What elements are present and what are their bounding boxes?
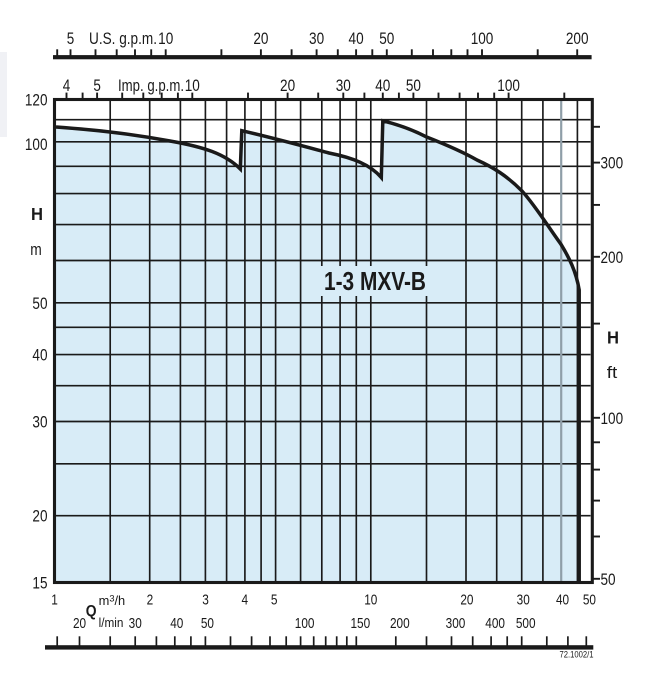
svg-text:2: 2: [147, 592, 154, 608]
svg-text:200: 200: [566, 29, 589, 48]
svg-text:10: 10: [185, 76, 200, 95]
svg-text:1-3 MXV-B: 1-3 MXV-B: [324, 268, 426, 296]
svg-text:50: 50: [406, 76, 421, 95]
svg-text:40: 40: [349, 29, 364, 48]
svg-text:40: 40: [170, 616, 183, 632]
svg-text:U.S. g.p.m.: U.S. g.p.m.: [89, 29, 157, 48]
svg-text:40: 40: [375, 76, 390, 95]
svg-text:20: 20: [73, 616, 86, 632]
svg-text:10: 10: [158, 29, 173, 48]
svg-text:4: 4: [63, 76, 71, 95]
svg-text:400: 400: [485, 616, 505, 632]
svg-text:20: 20: [280, 76, 295, 95]
svg-text:ft: ft: [607, 363, 618, 382]
svg-text:H: H: [31, 204, 43, 224]
svg-text:100: 100: [471, 29, 494, 48]
svg-text:120: 120: [25, 91, 48, 110]
svg-text:1: 1: [51, 592, 58, 608]
svg-text:50: 50: [201, 616, 214, 632]
svg-text:Imp. g.p.m.: Imp. g.p.m.: [118, 76, 184, 95]
svg-text:100: 100: [25, 135, 48, 154]
svg-text:40: 40: [32, 346, 47, 365]
svg-text:5: 5: [93, 76, 101, 95]
svg-text:15: 15: [32, 574, 47, 593]
svg-text:30: 30: [309, 29, 324, 48]
svg-text:30: 30: [32, 413, 47, 432]
svg-text:500: 500: [516, 616, 536, 632]
svg-text:30: 30: [336, 76, 351, 95]
svg-text:4: 4: [242, 592, 249, 608]
svg-text:50: 50: [32, 294, 47, 313]
svg-text:100: 100: [295, 616, 315, 632]
svg-text:72.1002/1: 72.1002/1: [560, 650, 594, 660]
svg-text:20: 20: [460, 592, 473, 608]
svg-text:Q: Q: [86, 603, 97, 620]
svg-text:H: H: [607, 328, 619, 348]
svg-text:150: 150: [350, 616, 370, 632]
svg-text:20: 20: [253, 29, 268, 48]
svg-text:300: 300: [601, 154, 624, 173]
svg-text:10: 10: [364, 592, 377, 608]
svg-text:100: 100: [601, 409, 624, 428]
svg-text:l/min: l/min: [99, 615, 124, 630]
svg-text:5: 5: [67, 29, 75, 48]
svg-text:30: 30: [129, 616, 142, 632]
svg-text:300: 300: [446, 616, 466, 632]
svg-text:50: 50: [583, 592, 596, 608]
svg-text:200: 200: [390, 616, 410, 632]
svg-text:m3/h: m3/h: [99, 593, 126, 608]
svg-text:40: 40: [556, 592, 569, 608]
svg-text:100: 100: [497, 76, 520, 95]
svg-text:3: 3: [202, 592, 209, 608]
svg-text:200: 200: [601, 248, 624, 267]
svg-text:m: m: [30, 240, 42, 259]
svg-text:20: 20: [32, 507, 47, 526]
svg-text:30: 30: [517, 592, 530, 608]
svg-text:50: 50: [379, 29, 394, 48]
svg-text:50: 50: [601, 570, 616, 589]
svg-text:5: 5: [271, 592, 278, 608]
